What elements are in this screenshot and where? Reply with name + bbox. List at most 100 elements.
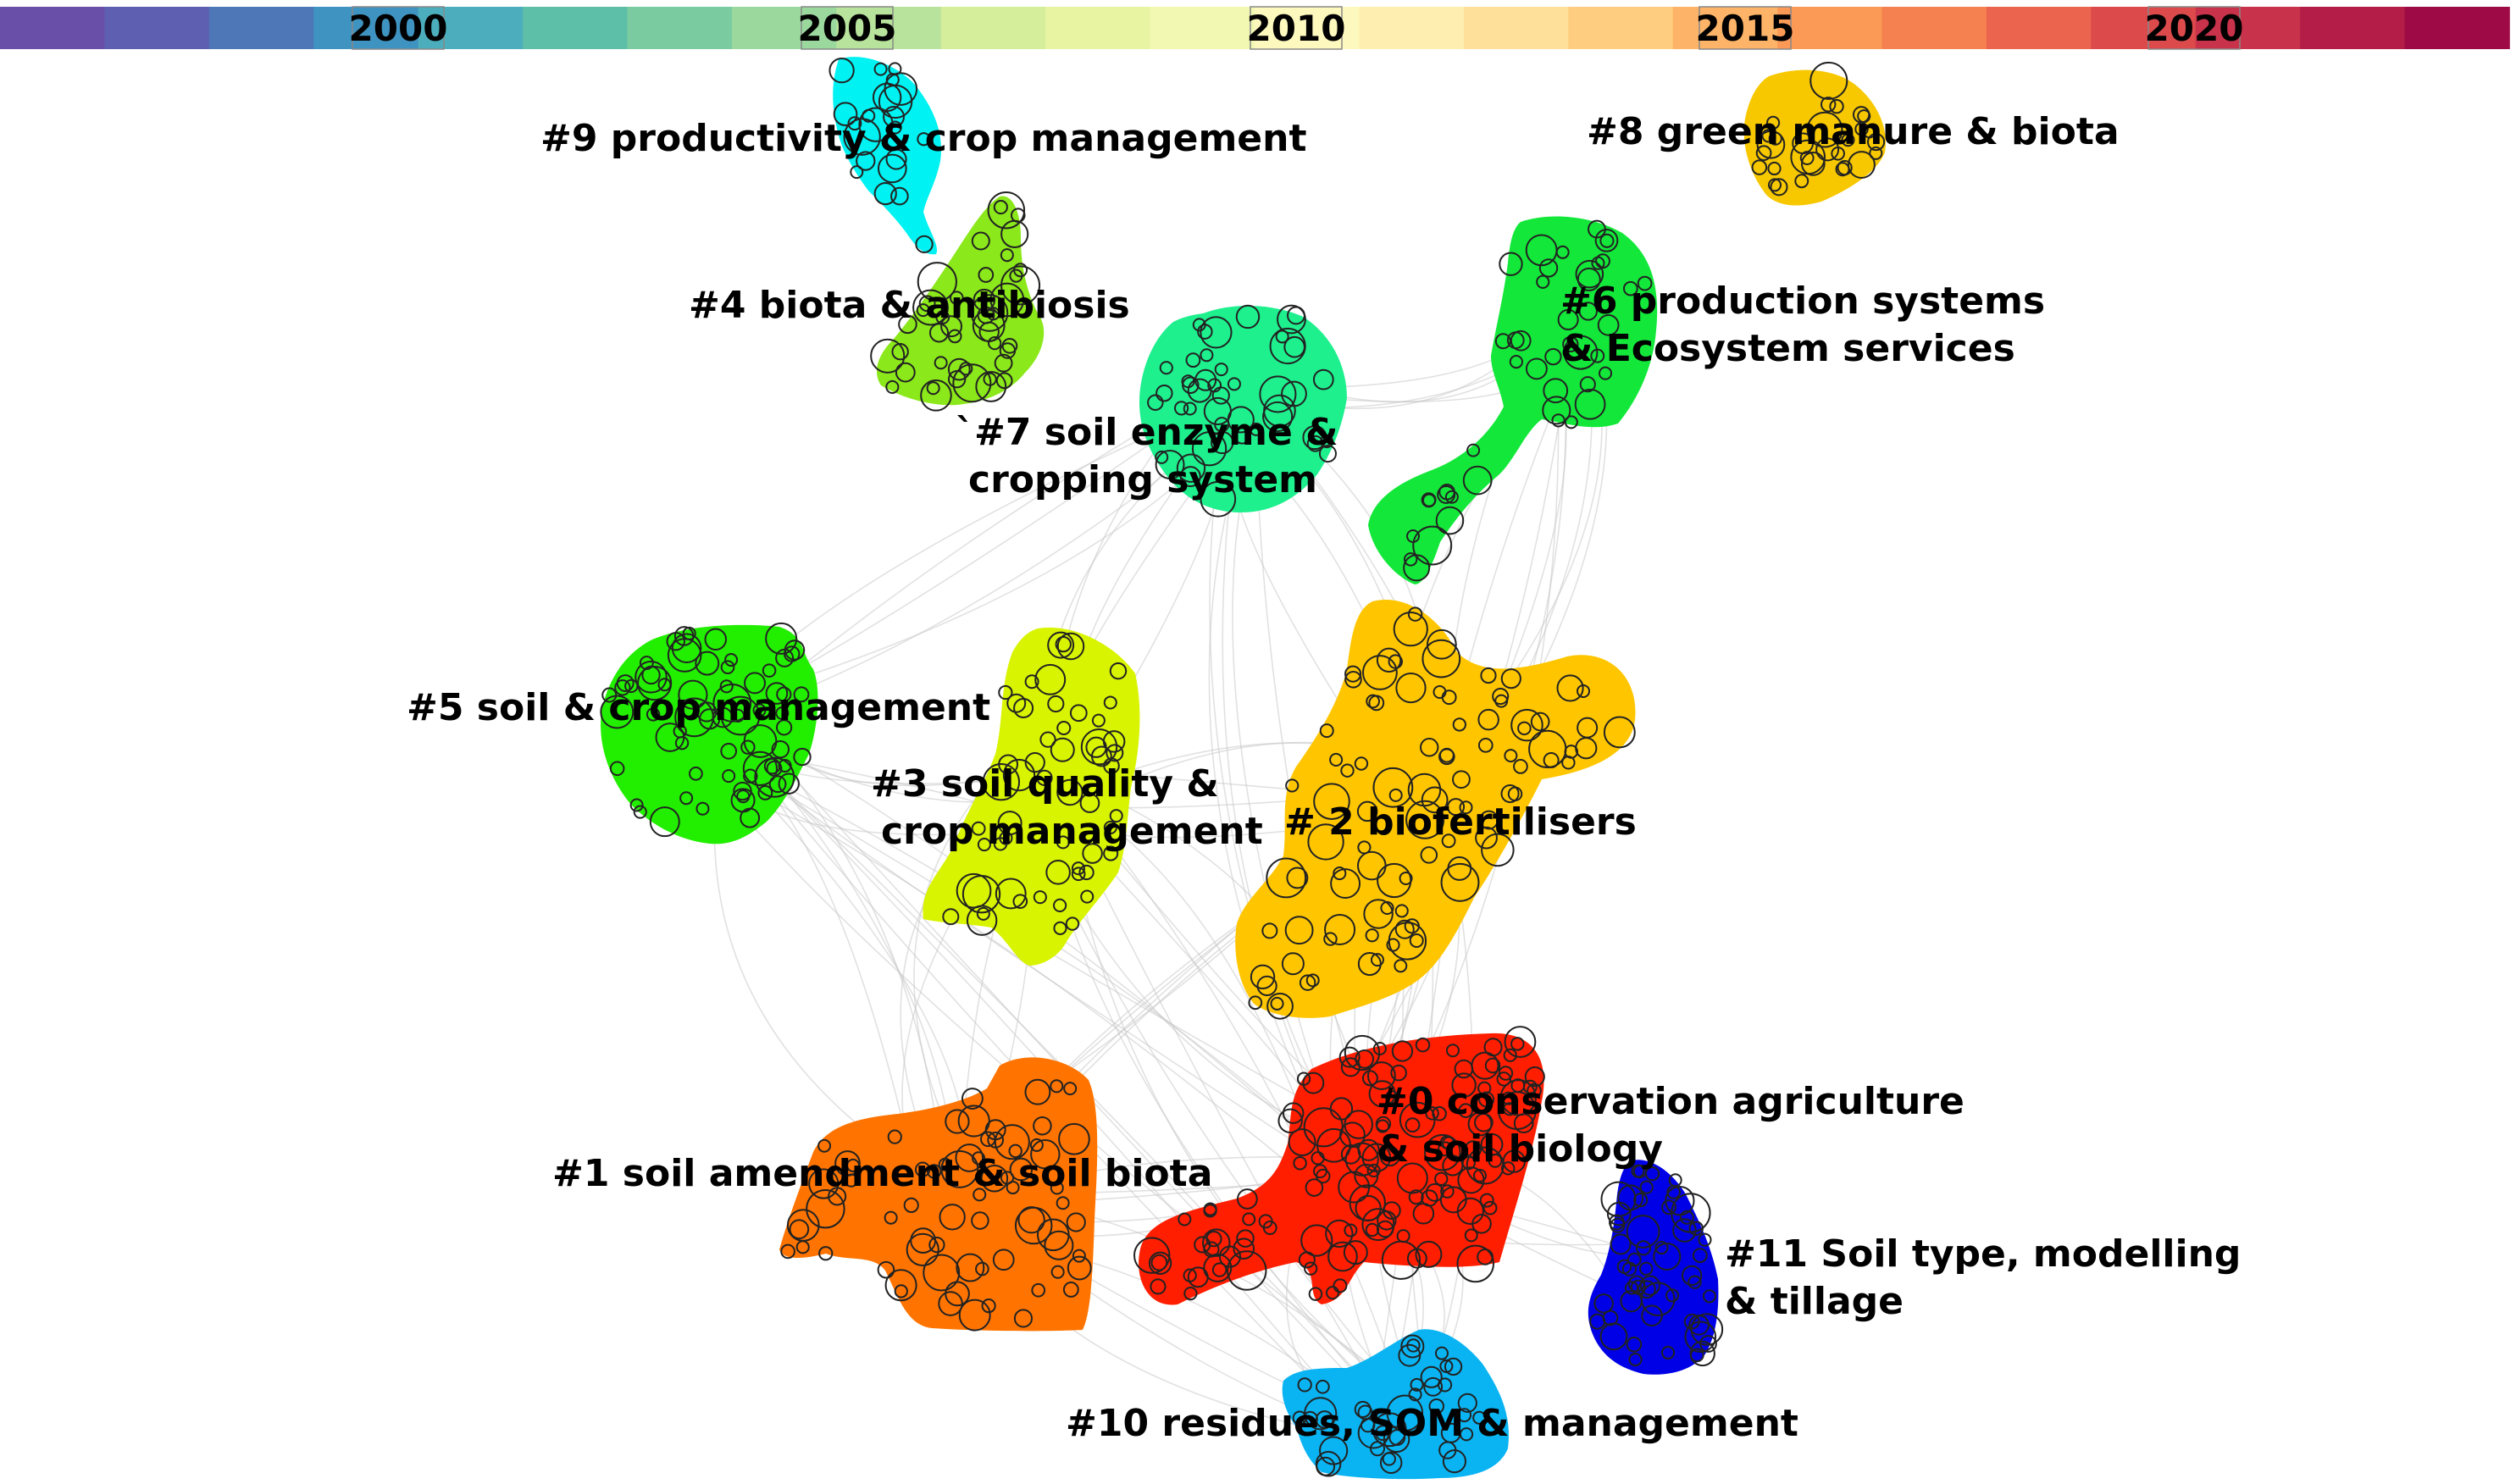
citation-node: [1543, 378, 1569, 404]
citation-node: [915, 235, 934, 254]
citation-node: [614, 679, 631, 696]
citation-node: [1080, 889, 1095, 904]
citation-node: [987, 191, 1026, 230]
citation-node: [1056, 1196, 1070, 1210]
citation-node: [1479, 810, 1499, 830]
citation-node: [971, 821, 986, 836]
citation-node: [1266, 992, 1294, 1020]
citation-node: [1047, 695, 1065, 713]
timeline-year-box: [1250, 6, 1343, 50]
timeline-segment: [2404, 7, 2510, 49]
citation-node: [970, 294, 1009, 332]
citation-node: [1399, 871, 1413, 885]
citation-node: [1045, 860, 1071, 885]
citation-node: [1767, 161, 1782, 176]
citation-node: [1030, 1139, 1061, 1170]
citation-node: [1288, 1128, 1316, 1157]
citation-node: [1665, 1186, 1695, 1216]
citation-node: [1499, 252, 1523, 276]
timeline-segment: [208, 7, 315, 49]
citation-node: [1326, 1286, 1340, 1300]
citation-node: [1203, 1204, 1217, 1218]
citation-node: [1556, 674, 1584, 702]
citation-node: [1330, 868, 1361, 900]
citation-node: [736, 789, 751, 804]
citation-node: [1481, 833, 1515, 867]
citation-node: [1671, 1193, 1711, 1233]
citation-node: [1053, 921, 1067, 935]
citation-node: [704, 628, 728, 651]
citation-node: [1527, 1083, 1542, 1099]
citation-node: [1349, 1184, 1386, 1221]
citation-node: [995, 372, 1013, 390]
cluster-3-area: [923, 627, 1140, 966]
citation-node: [1377, 1210, 1397, 1231]
citation-node: [1277, 1108, 1303, 1134]
citation-node: [1009, 269, 1023, 283]
timeline-segment: [313, 7, 419, 49]
citation-node: [1504, 1026, 1537, 1058]
citation-node: [765, 682, 789, 705]
citation-node: [1365, 1222, 1380, 1238]
citation-node: [1318, 445, 1337, 463]
citation-node: [1354, 756, 1369, 771]
timeline-segment: [1045, 7, 1151, 49]
citation-node: [712, 684, 752, 723]
timeline-segment: [1777, 7, 1883, 49]
citation-link: [1222, 431, 1349, 1149]
citation-node: [1090, 745, 1112, 767]
citation-node: [673, 724, 687, 739]
citation-node: [1457, 1393, 1477, 1413]
citation-node: [884, 1269, 917, 1302]
citation-node: [742, 750, 778, 786]
citation-node: [1372, 767, 1414, 808]
citation-node: [1012, 894, 1028, 910]
citation-node: [1610, 1217, 1626, 1233]
citation-node: [1039, 731, 1056, 748]
citation-node: [1462, 465, 1493, 496]
citation-node: [1344, 670, 1362, 689]
citation-node: [1379, 1145, 1400, 1167]
citation-node: [912, 289, 949, 326]
citation-node: [1434, 1346, 1449, 1360]
citation-node: [1200, 480, 1237, 518]
citation-node: [1410, 1377, 1424, 1392]
citation-node: [1564, 745, 1579, 759]
citation-node: [1284, 916, 1314, 945]
citation-node: [1699, 1335, 1717, 1353]
citation-node: [877, 153, 907, 184]
citation-node: [895, 362, 916, 383]
citation-node: [1409, 933, 1424, 949]
citation-node: [789, 1219, 810, 1240]
citation-node: [1420, 1365, 1443, 1388]
citation-node: [1370, 953, 1384, 967]
citation-node: [730, 708, 745, 723]
timeline-color-bar: 2000 2005 2010 2015 2020: [0, 6, 2510, 50]
citation-node: [657, 678, 672, 692]
citation-node: [945, 1281, 970, 1307]
citation-node: [1591, 256, 1605, 270]
citation-node: [1275, 329, 1289, 344]
citation-node: [1501, 1161, 1516, 1176]
citation-node: [950, 291, 964, 305]
citation-node: [1236, 1229, 1255, 1248]
citation-node: [1242, 1212, 1256, 1227]
citation-node: [1006, 693, 1027, 713]
citation-node: [720, 743, 737, 760]
citation-node: [1426, 628, 1457, 660]
citation-node: [890, 186, 909, 206]
citation-node: [1395, 672, 1427, 704]
citation-node: [1282, 1102, 1305, 1124]
citation-node: [818, 1246, 834, 1261]
citation-node: [1626, 1336, 1643, 1353]
citation-node: [1109, 662, 1128, 680]
citation-node: [993, 200, 1008, 215]
timeline-year-label: 2005: [798, 8, 897, 49]
citation-node: [1080, 728, 1118, 766]
cluster-0-label: #0 conservation agriculture & soil biolo…: [1377, 1080, 1977, 1171]
citation-node: [1474, 1112, 1494, 1132]
cluster-6-label: #6 production systems & Ecosystem servic…: [1560, 280, 2058, 370]
citation-node: [885, 148, 907, 170]
citation-node: [1233, 427, 1251, 445]
citation-node: [1473, 1168, 1488, 1182]
